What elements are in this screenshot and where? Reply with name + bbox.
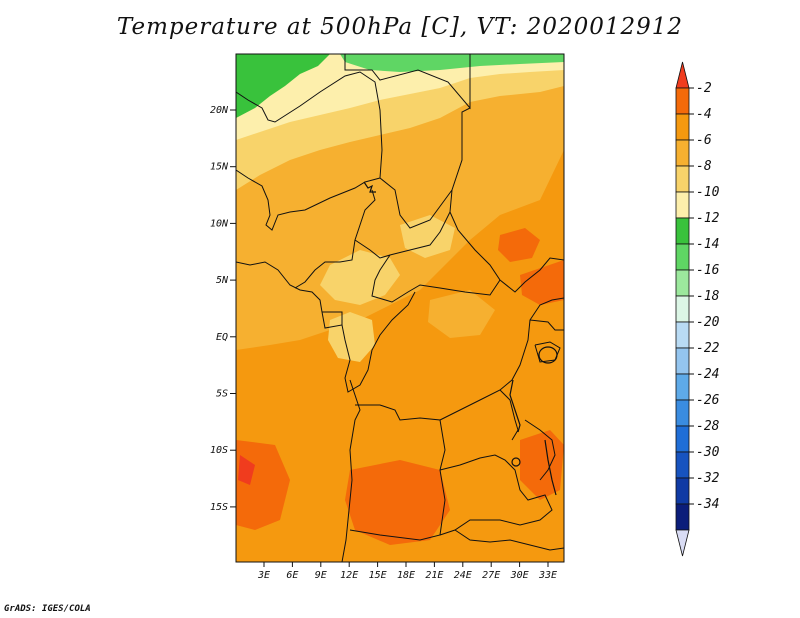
colorbar-label: -14 xyxy=(696,237,719,252)
field-cooler-north xyxy=(236,54,564,140)
colorbar-label: -10 xyxy=(696,185,720,200)
colorbar-swatch xyxy=(675,321,690,349)
colorbar-label: -4 xyxy=(696,107,712,122)
colorbar-swatch xyxy=(675,503,690,531)
lon-label: 24E xyxy=(454,570,472,581)
lake-chad xyxy=(363,181,376,193)
lon-label: 30E xyxy=(510,570,529,581)
lon-label: 6E xyxy=(286,570,298,581)
lon-label: 3E xyxy=(257,570,270,581)
colorbar-swatch xyxy=(675,191,690,219)
colorbar-label: -24 xyxy=(696,367,719,382)
lon-label: 12E xyxy=(340,570,358,581)
colorbar-swatch xyxy=(675,295,690,323)
colorbar-swatch xyxy=(675,243,690,271)
field-patch-central-2 xyxy=(328,312,375,362)
colorbar-tip-bottom xyxy=(675,529,690,557)
lake-victoria xyxy=(538,346,558,364)
lon-label: 27E xyxy=(482,570,500,581)
colorbar-label: -18 xyxy=(696,289,720,304)
colorbar-swatch xyxy=(675,217,690,245)
colorbar-swatch xyxy=(675,165,690,193)
map-title: Temperature at 500hPa [C], VT: 202001291… xyxy=(116,14,684,40)
field-patch-central-4 xyxy=(428,290,495,338)
colorbar-label: -26 xyxy=(696,393,720,408)
field-warm-south xyxy=(345,460,450,545)
colorbar-swatch xyxy=(675,425,690,453)
colorbar: -2 -4 -6 -8 -10 -12 -14 -16 -18 -20 -22 -24 -26 -28 -3… xyxy=(675,61,720,557)
field-patch-central-1 xyxy=(320,250,400,305)
colorbar-swatch xyxy=(675,269,690,297)
latitude-axis: 20N 15N 10N 5N EQ 5S 10S 15S xyxy=(210,105,236,513)
lat-label: 10N xyxy=(210,218,229,229)
colorbar-swatch xyxy=(675,373,690,401)
colorbar-label: -34 xyxy=(696,497,719,512)
lat-label: 5N xyxy=(216,275,229,286)
field-patch-central-3 xyxy=(400,215,455,258)
colorbar-label: -12 xyxy=(696,211,720,226)
lon-label: 9E xyxy=(315,570,327,581)
lon-label: 21E xyxy=(425,570,443,581)
field-green-nw xyxy=(236,54,330,118)
colorbar-swatch xyxy=(675,139,690,167)
lake-bangweulu xyxy=(511,457,521,467)
map-frame xyxy=(235,53,565,563)
lat-label: 5S xyxy=(216,389,228,400)
field-green-ne xyxy=(340,54,564,72)
colorbar-label: -8 xyxy=(696,159,712,174)
lat-label: EQ xyxy=(216,332,228,343)
lake-tanganyika xyxy=(509,379,521,433)
lat-label: 15N xyxy=(210,162,229,173)
lat-label: 10S xyxy=(210,445,228,456)
colorbar-label: -2 xyxy=(696,81,712,96)
colorbar-tip-top xyxy=(675,61,690,89)
colorbar-label: -20 xyxy=(696,315,720,330)
colorbar-label: -6 xyxy=(696,133,712,148)
temperature-field xyxy=(236,54,564,562)
lat-label: 15S xyxy=(210,502,228,513)
longitude-axis: 3E 6E 9E 12E 15E 18E 21E 24E 27E 30E 33E xyxy=(257,562,557,581)
lon-label: 33E xyxy=(538,570,557,581)
field-warm-east-1 xyxy=(498,228,540,262)
lon-label: 18E xyxy=(397,570,415,581)
colorbar-label: -16 xyxy=(696,263,720,278)
lat-label: 20N xyxy=(210,105,229,116)
colorbar-label: -28 xyxy=(696,419,720,434)
grads-credit: GrADS: IGES/COLA xyxy=(4,604,91,614)
colorbar-swatch xyxy=(675,87,690,115)
colorbar-label: -32 xyxy=(696,471,720,486)
lake-malawi xyxy=(544,439,557,496)
country-borders xyxy=(236,54,564,562)
field-hot-sw xyxy=(238,455,255,485)
colorbar-swatch xyxy=(675,451,690,479)
lon-label: 15E xyxy=(369,570,387,581)
lakes xyxy=(363,181,558,496)
field-warm-east-2 xyxy=(520,260,564,305)
colorbar-label: -30 xyxy=(696,445,720,460)
colorbar-swatch xyxy=(675,347,690,375)
colorbar-swatch xyxy=(675,113,690,141)
colorbar-swatch xyxy=(675,399,690,427)
colorbar-swatch xyxy=(675,477,690,505)
colorbar-label: -22 xyxy=(696,341,720,356)
